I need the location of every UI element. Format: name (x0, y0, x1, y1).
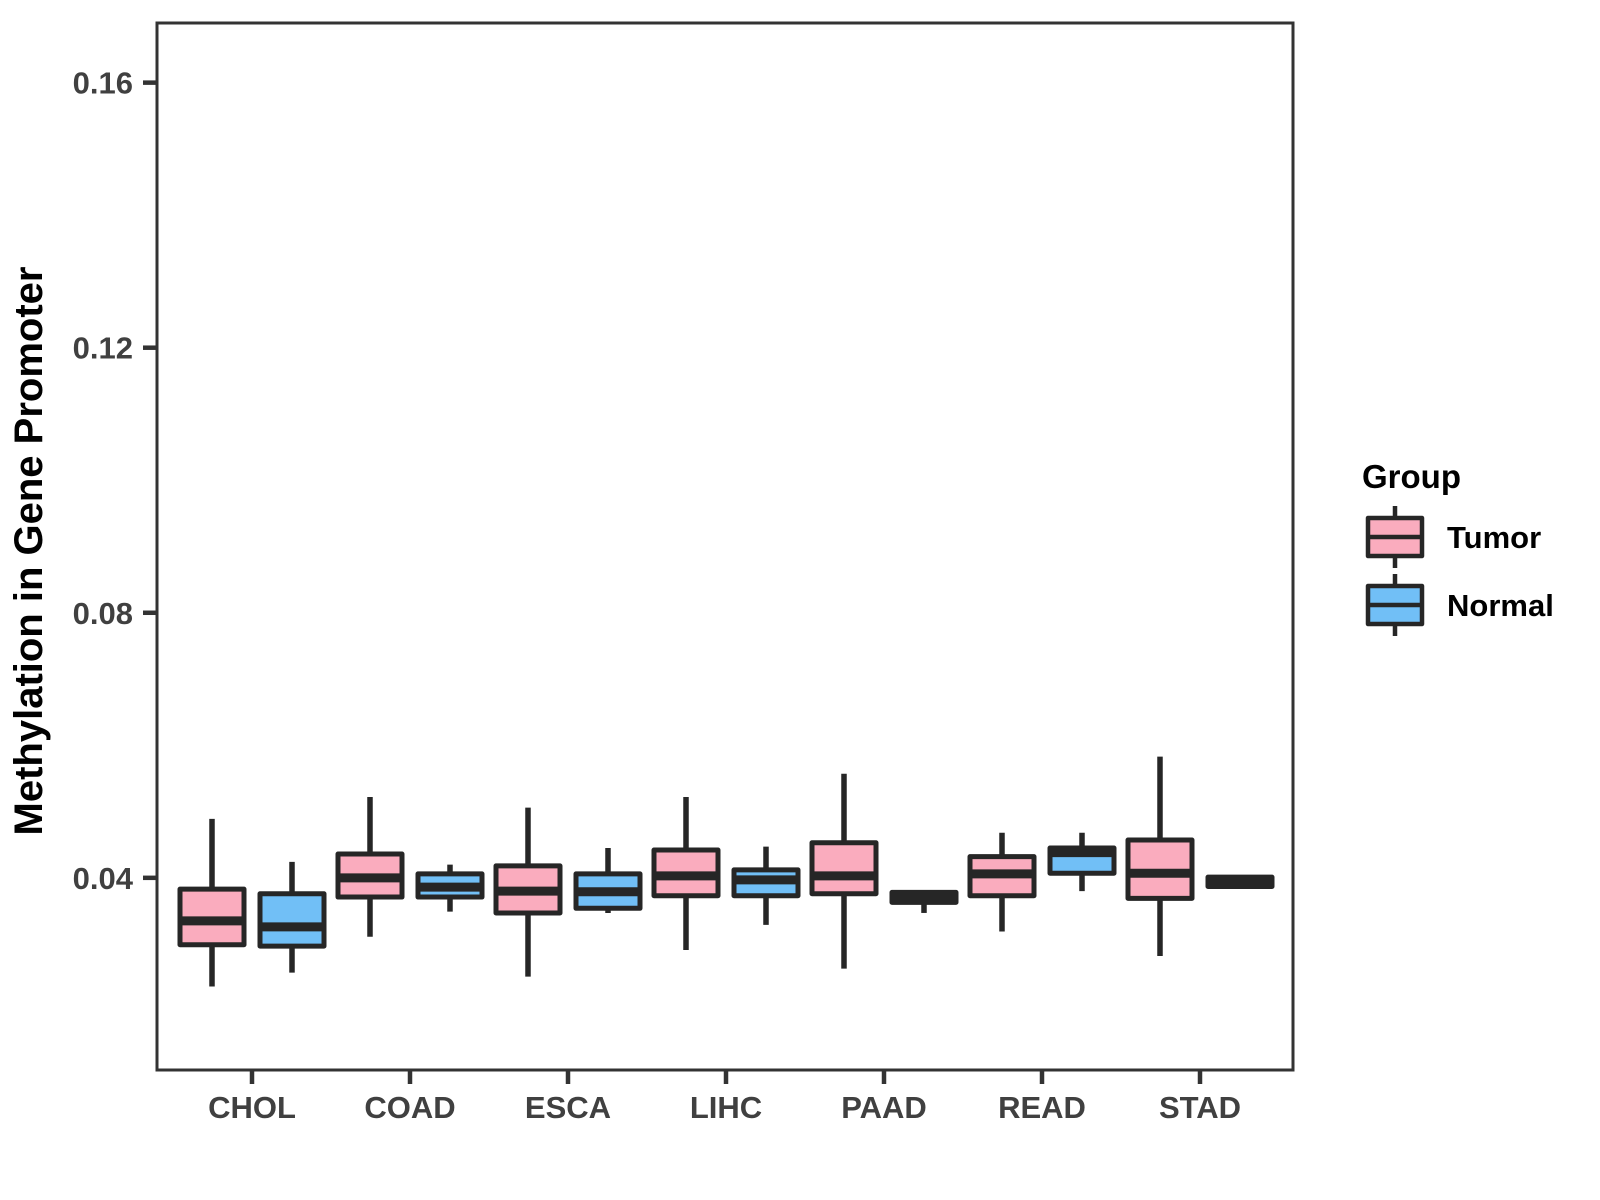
box-ESCA-Normal (573, 848, 643, 913)
box-PAAD-Normal (889, 889, 959, 913)
legend-entry-normal: Normal (1365, 574, 1554, 636)
x-tick-label: STAD (1159, 1090, 1241, 1125)
legend-entry-label: Normal (1447, 588, 1554, 623)
box-CHOL-Tumor (177, 818, 247, 987)
x-tick-label: COAD (364, 1090, 455, 1125)
box-COAD-Tumor (335, 796, 405, 937)
box-PAAD-Tumor (809, 773, 879, 969)
box-ESCA-Tumor (493, 807, 563, 977)
box-LIHC-Normal (731, 846, 801, 925)
y-axis: 0.04 0.08 0.12 0.16 (73, 66, 157, 896)
iqr-box (809, 840, 879, 897)
legend-entry-label: Tumor (1447, 520, 1541, 555)
box-READ-Normal (1047, 832, 1117, 892)
legend-title: Group (1362, 458, 1461, 495)
y-axis-title: Methylation in Gene Promoter (7, 267, 51, 836)
box-READ-Tumor (967, 832, 1037, 932)
x-tick-label: CHOL (208, 1090, 296, 1125)
y-tick-label: 0.12 (73, 331, 133, 366)
series-tumor (177, 756, 1195, 987)
iqr-box (257, 891, 327, 949)
y-tick-label: 0.04 (73, 861, 134, 896)
x-tick-label: LIHC (690, 1090, 762, 1125)
box-CHOL-Normal (257, 861, 327, 973)
legend-entry-tumor: Tumor (1365, 506, 1541, 568)
x-tick-label: READ (998, 1090, 1086, 1125)
x-tick-label: ESCA (525, 1090, 611, 1125)
y-tick-label: 0.08 (73, 596, 133, 631)
x-axis: CHOL COAD ESCA LIHC PAAD READ STAD (208, 1070, 1241, 1125)
x-tick-label: PAAD (841, 1090, 927, 1125)
box-STAD-Normal (1205, 874, 1275, 889)
box-STAD-Tumor (1125, 756, 1195, 957)
y-tick-label: 0.16 (73, 66, 133, 101)
box-LIHC-Tumor (651, 796, 721, 951)
legend: Group Tumor Normal (1362, 458, 1554, 636)
series-normal (257, 832, 1275, 973)
box-COAD-Normal (415, 864, 485, 912)
